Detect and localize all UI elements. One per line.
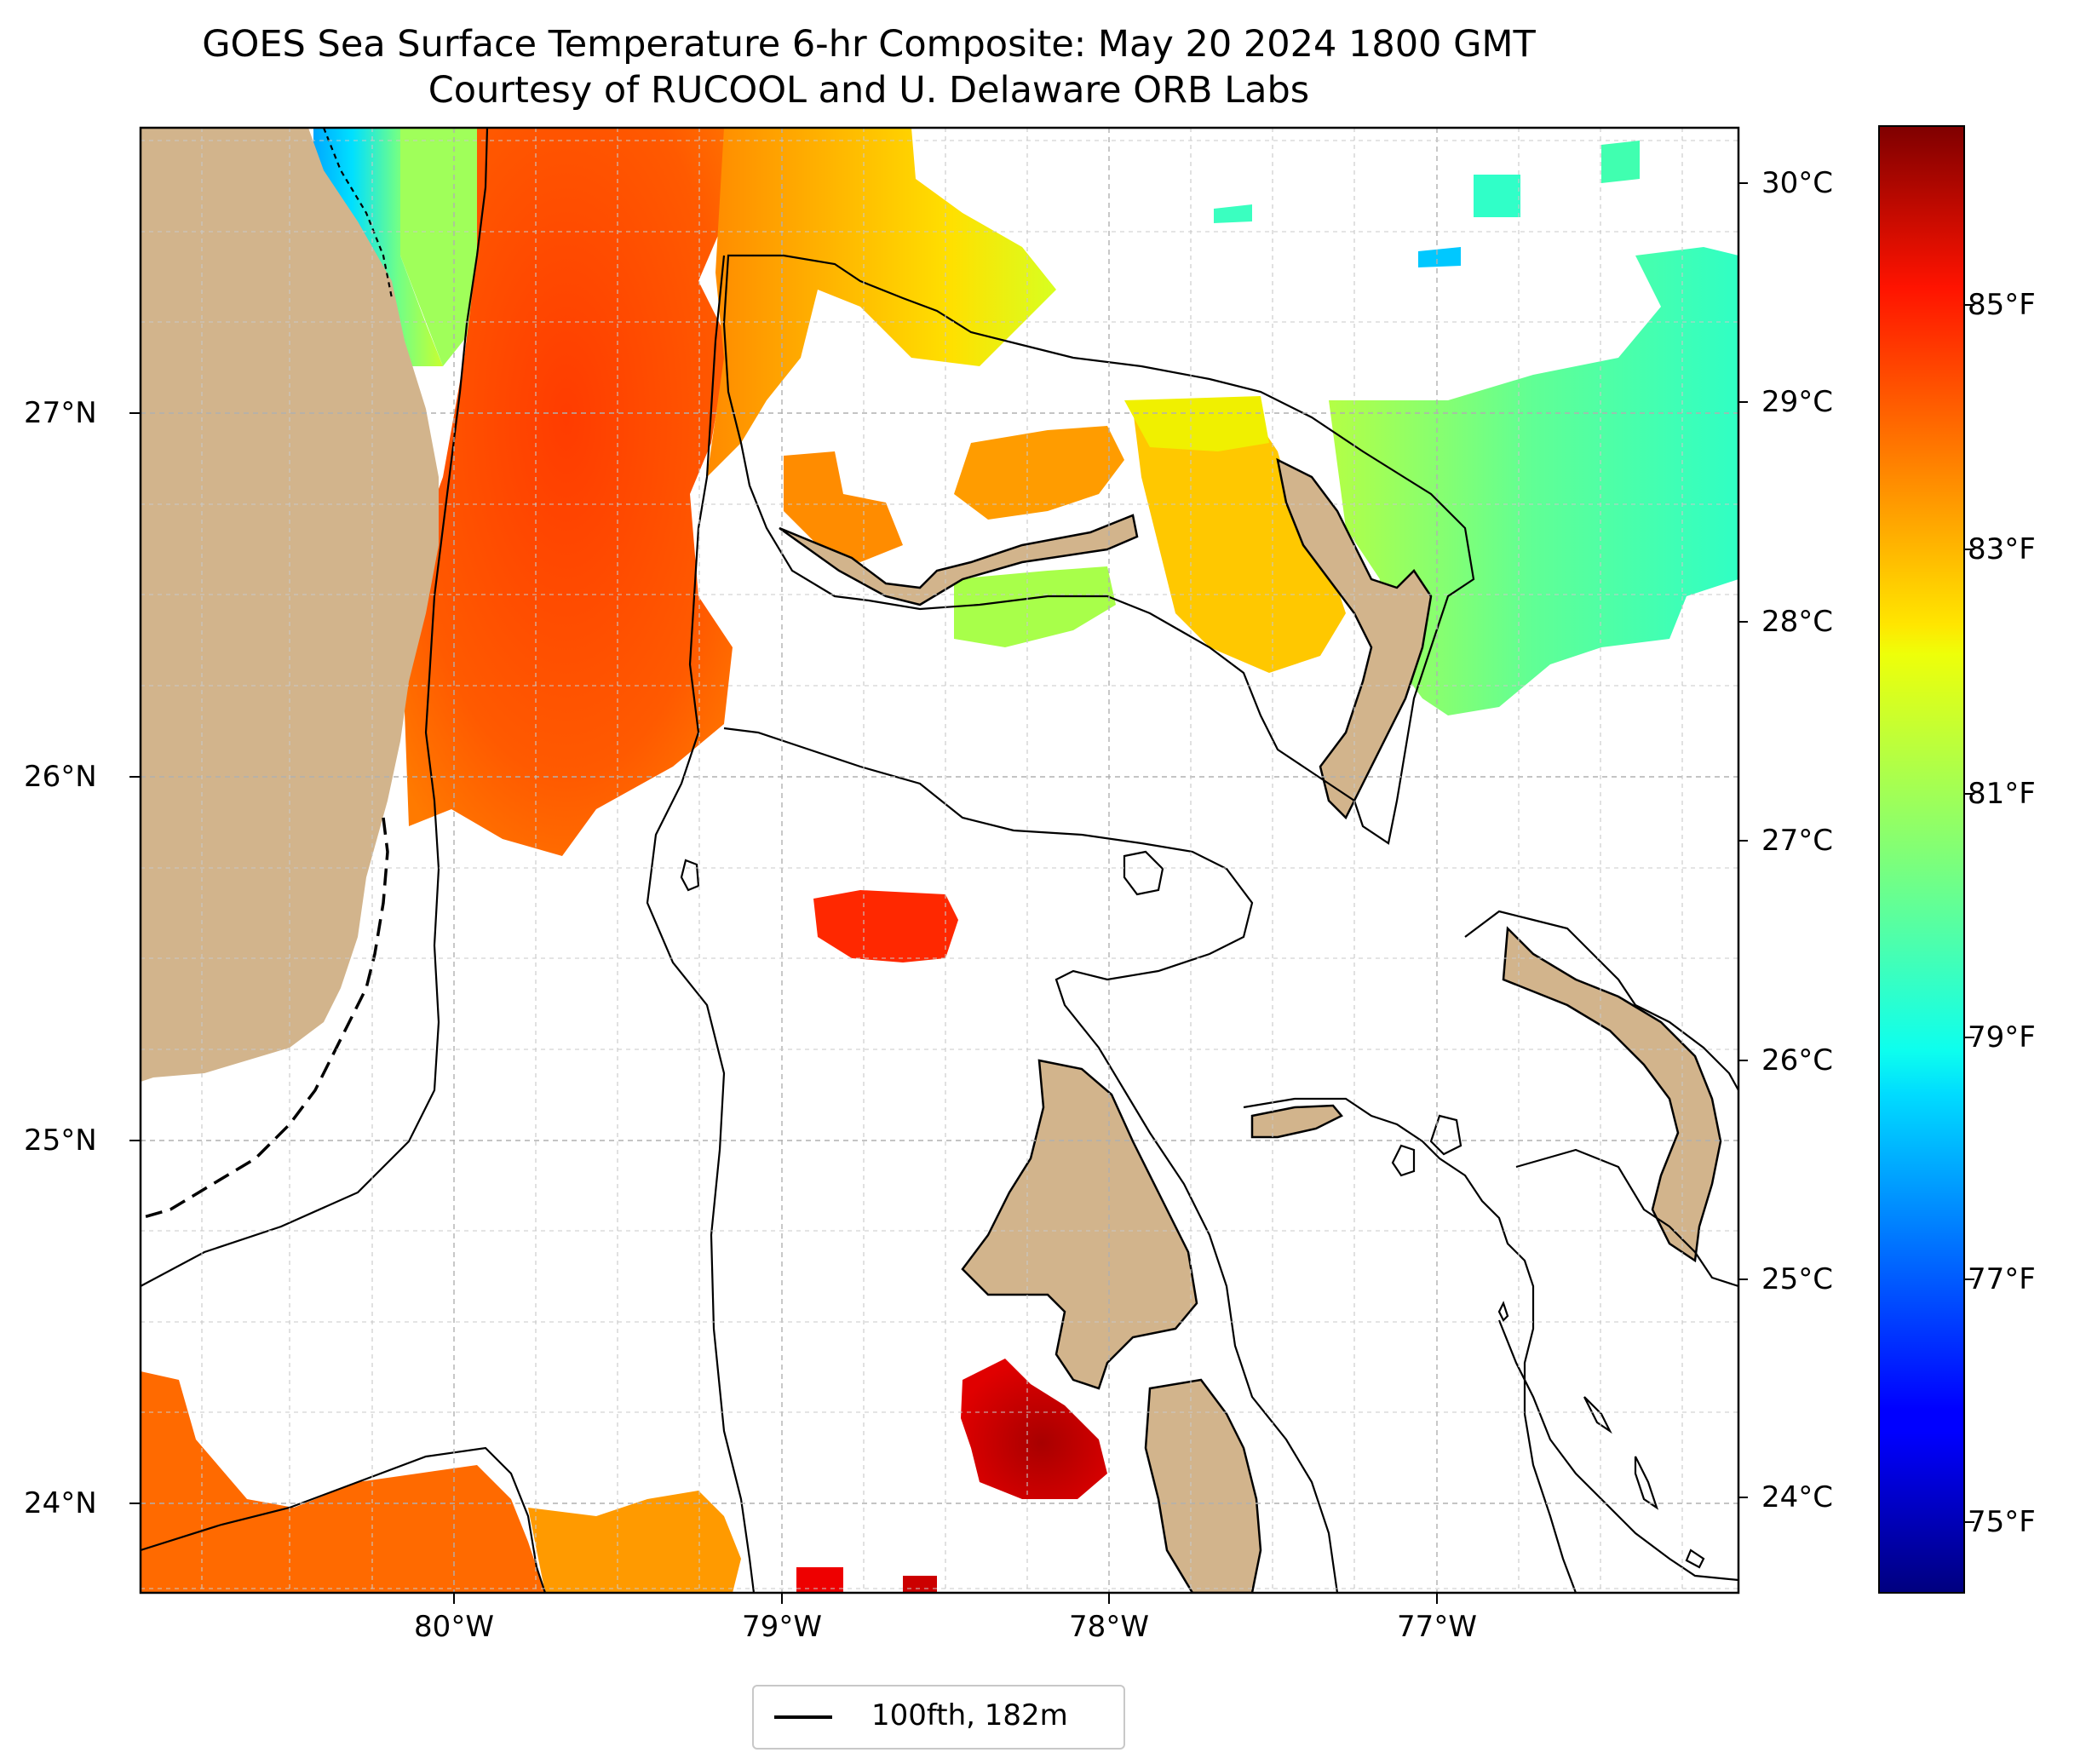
colorbar-c-label-29: 29°C [1761, 385, 1834, 419]
contour-gbi-island [1123, 850, 1164, 896]
contour-florida-reef [141, 817, 389, 1220]
sst-patch-gulf-stream [400, 128, 733, 856]
legend-line-swatch [774, 1715, 832, 1719]
contour-florida-shelf [141, 128, 489, 1287]
colorbar-f-label-79: 79°F [1968, 1020, 2036, 1054]
sst-patch-gbi-east [954, 426, 1124, 520]
map-frame [139, 126, 1740, 1594]
contour-cay-1 [1391, 1144, 1416, 1177]
colorbar-f-label-85: 85°F [1968, 288, 2036, 322]
sst-patch-east-small-1 [1474, 175, 1520, 217]
lat-label-24: 24°N [24, 1486, 97, 1520]
colorbar [1878, 125, 1965, 1594]
colorbar-f-label-81: 81°F [1968, 777, 2036, 811]
colorbar-c-label-25: 25°C [1761, 1262, 1834, 1296]
sst-patch-keys-south-2 [528, 1491, 741, 1593]
sst-patch-central-red [813, 890, 958, 962]
sst-patch-east-small-2 [1601, 141, 1640, 183]
sst-patch-keys-south [141, 1371, 545, 1593]
contour-great-bahama-bank [723, 727, 1339, 1593]
tick-marks [129, 182, 1748, 1604]
legend: 100fth, 182m [752, 1685, 1125, 1750]
sst-patch-bottom-red [796, 1567, 843, 1593]
contour-cay-6 [1685, 1549, 1705, 1569]
lat-label-27: 27°N [24, 396, 97, 430]
land-nassau [1250, 1104, 1343, 1139]
contour-northeast-providence [1464, 910, 1738, 1091]
contour-cay-3 [1497, 1301, 1509, 1322]
colorbar-f-label-77: 77°F [1968, 1262, 2036, 1296]
contour-florida-coast-dash [322, 128, 394, 299]
gridlines-minor [141, 128, 1738, 1593]
lon-label-79: 79°W [742, 1610, 822, 1644]
sst-patch-cool-north [400, 128, 490, 366]
colorbar-c-label-24: 24°C [1761, 1480, 1834, 1514]
land-andros-south [1144, 1378, 1262, 1593]
sst-patch-cool-west [313, 128, 443, 366]
contour-bimini-cay [680, 859, 700, 892]
sst-patch-hot-south [961, 1359, 1107, 1499]
sst-patch-bottom-red-2 [903, 1576, 937, 1593]
land-grand-bahama [779, 514, 1139, 606]
contour-cay-4 [1583, 1396, 1612, 1434]
lat-label-25: 25°N [24, 1123, 97, 1158]
sst-patch-east-small-4 [1418, 247, 1461, 267]
contour-grand-bahama-bank [722, 254, 1475, 845]
sst-patch-abaco-yellow-2 [1124, 396, 1269, 451]
land-abaco [1276, 457, 1433, 820]
lon-label-78: 78°W [1069, 1610, 1149, 1644]
sst-patches [141, 128, 1738, 1593]
land-andros [961, 1059, 1198, 1390]
contour-bimini [646, 255, 756, 1593]
contour-keys [141, 1446, 547, 1593]
sst-patch-north-band [707, 128, 1056, 477]
colorbar-f-label-75: 75°F [1968, 1505, 2036, 1539]
sst-patch-gbi-west [784, 451, 903, 562]
sst-patch-east-small-3 [1214, 204, 1252, 223]
gridlines [141, 128, 1738, 1593]
lat-label-26: 26°N [24, 760, 97, 794]
sst-patch-green-south [954, 566, 1116, 647]
sst-patch-abaco-yellow [1133, 400, 1346, 673]
legend-label: 100fth, 182m [871, 1698, 1068, 1732]
map-title-line-2: Courtesy of RUCOOL and U. Delaware ORB L… [428, 69, 1310, 112]
map-title-line-1: GOES Sea Surface Temperature 6-hr Compos… [202, 23, 1536, 66]
contour-cay-2 [1429, 1114, 1462, 1156]
colorbar-c-label-28: 28°C [1761, 605, 1834, 639]
lon-label-80: 80°W [414, 1610, 494, 1644]
colorbar-c-label-27: 27°C [1761, 824, 1834, 858]
colorbar-ticks [1964, 304, 1974, 1523]
contour-east-channel [1515, 1148, 1738, 1288]
colorbar-c-label-30: 30°C [1761, 166, 1834, 200]
colorbar-c-label-26: 26°C [1761, 1043, 1834, 1077]
colorbar-f-label-83: 83°F [1968, 532, 2036, 566]
lon-label-77: 77°W [1397, 1610, 1477, 1644]
